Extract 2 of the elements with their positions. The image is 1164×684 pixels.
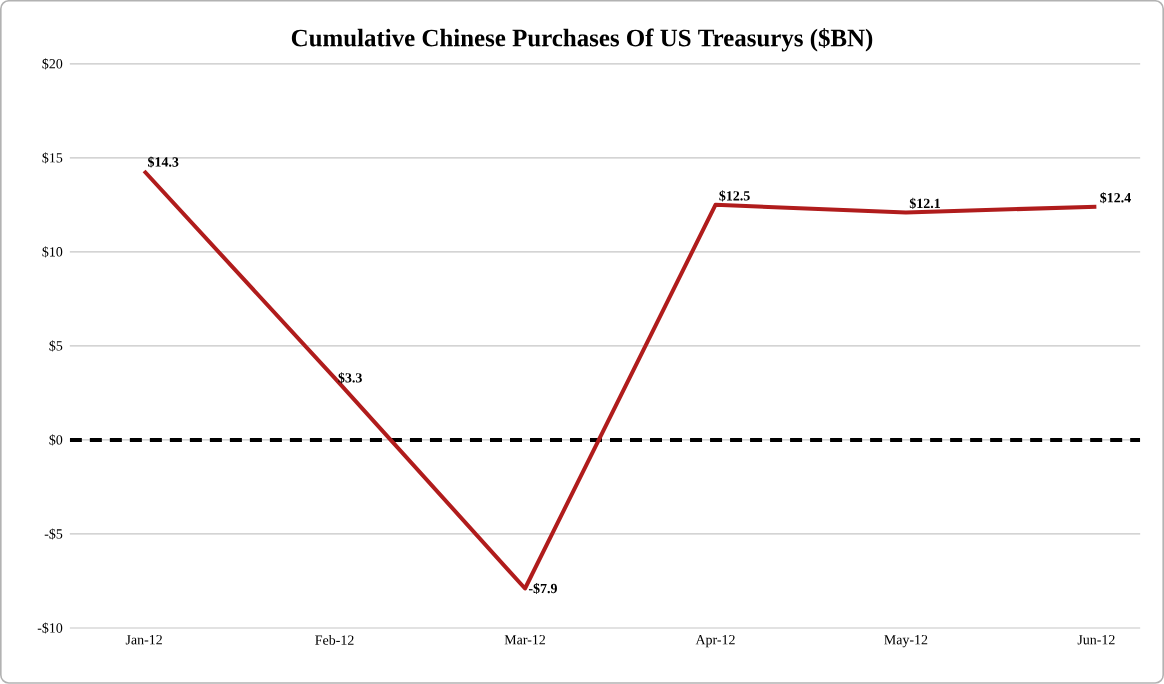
line-series <box>142 169 1099 591</box>
chart-title: Cumulative Chinese Purchases Of US Treasurys ($BN) <box>291 28 873 52</box>
